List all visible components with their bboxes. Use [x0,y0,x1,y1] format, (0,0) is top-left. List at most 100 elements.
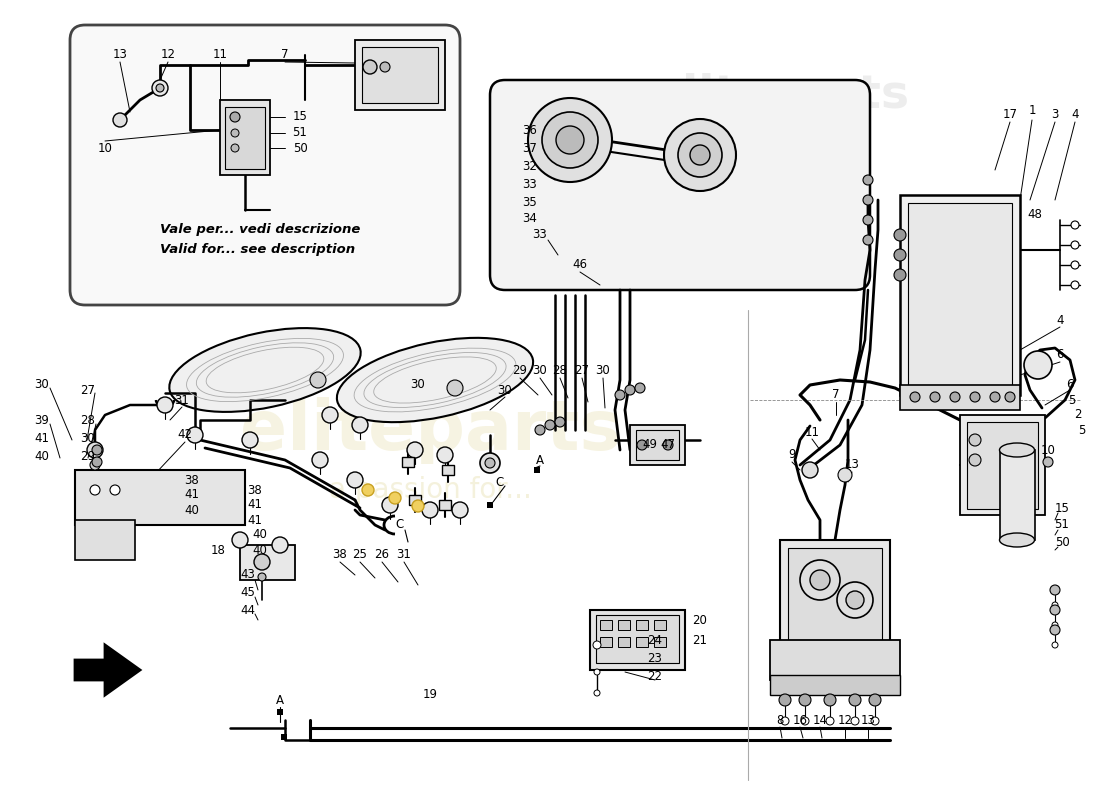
Text: 17: 17 [1002,109,1018,122]
Circle shape [480,453,501,473]
Circle shape [690,145,710,165]
Text: 12: 12 [837,714,852,726]
Circle shape [113,113,127,127]
Text: 13: 13 [860,714,876,726]
Text: 20: 20 [693,614,707,626]
Text: 50: 50 [1055,535,1069,549]
Text: 46: 46 [572,258,587,271]
Text: 34: 34 [522,211,538,225]
Text: C: C [496,475,504,489]
Text: 33: 33 [522,178,538,190]
Text: 12: 12 [161,49,176,62]
Bar [277,709,283,715]
Text: 30: 30 [497,383,513,397]
Text: 21: 21 [693,634,707,646]
Circle shape [544,420,556,430]
Circle shape [864,175,873,185]
Text: 6: 6 [1056,349,1064,362]
Text: 38: 38 [185,474,199,486]
Ellipse shape [337,338,534,422]
Text: 27: 27 [574,363,590,377]
Text: 22: 22 [648,670,662,682]
Bar [636,430,679,460]
Text: 51: 51 [1055,518,1069,531]
Circle shape [1071,241,1079,249]
Circle shape [594,690,600,696]
Text: 30: 30 [532,363,548,377]
Circle shape [779,694,791,706]
Bar [362,47,438,103]
Circle shape [1050,625,1060,635]
Bar [534,467,540,473]
Text: 28: 28 [552,363,568,377]
Text: 7: 7 [833,389,839,402]
Text: 25: 25 [353,549,367,562]
Text: 30: 30 [595,363,610,377]
Text: a passion for...: a passion for... [329,476,531,504]
Bar [487,502,493,508]
Text: 41: 41 [248,498,263,511]
Circle shape [837,582,873,618]
Circle shape [346,472,363,488]
Circle shape [838,468,853,482]
Text: 45: 45 [241,586,255,598]
Text: 38: 38 [248,483,263,497]
Circle shape [352,417,368,433]
Circle shape [363,60,377,74]
Circle shape [1024,351,1052,379]
Text: 37: 37 [522,142,538,154]
Circle shape [556,126,584,154]
Text: 27: 27 [80,383,96,397]
Circle shape [156,84,164,92]
Text: C: C [396,518,404,531]
Text: eliteparts: eliteparts [650,73,910,118]
Bar [75,520,135,560]
Circle shape [110,485,120,495]
Text: 28: 28 [80,414,96,426]
Text: 13: 13 [845,458,859,471]
Circle shape [864,195,873,205]
Circle shape [894,249,906,261]
FancyBboxPatch shape [70,25,460,305]
Circle shape [242,432,258,448]
Bar [770,640,900,680]
Circle shape [92,457,102,467]
Circle shape [664,119,736,191]
Text: 4: 4 [1071,109,1079,122]
Circle shape [810,570,830,590]
Bar [75,470,245,525]
Circle shape [452,502,468,518]
Bar [654,637,666,647]
Circle shape [869,694,881,706]
Text: 33: 33 [532,229,548,242]
Circle shape [535,425,544,435]
Circle shape [187,427,204,443]
Text: 48: 48 [1027,209,1043,222]
Ellipse shape [1000,533,1034,547]
Text: 32: 32 [522,159,538,173]
Bar [788,548,882,662]
Text: 31: 31 [175,394,189,406]
Text: 30: 30 [34,378,50,391]
Circle shape [232,532,248,548]
Text: 11: 11 [804,426,820,438]
Bar [409,495,421,505]
Text: 8: 8 [777,714,783,726]
Bar [900,385,1020,410]
Bar [439,500,451,510]
Text: a passion for...: a passion for... [679,130,822,150]
Text: 42: 42 [177,429,192,442]
Circle shape [930,392,940,402]
Bar [402,457,414,467]
Circle shape [894,229,906,241]
Ellipse shape [1000,443,1034,457]
Circle shape [258,573,266,581]
Bar [226,107,265,169]
Text: eliteparts: eliteparts [240,397,620,463]
Text: A: A [276,694,284,706]
Text: 19: 19 [422,689,438,702]
Bar [967,422,1038,509]
Bar [618,620,630,630]
Text: 44: 44 [241,603,255,617]
Circle shape [379,62,390,72]
